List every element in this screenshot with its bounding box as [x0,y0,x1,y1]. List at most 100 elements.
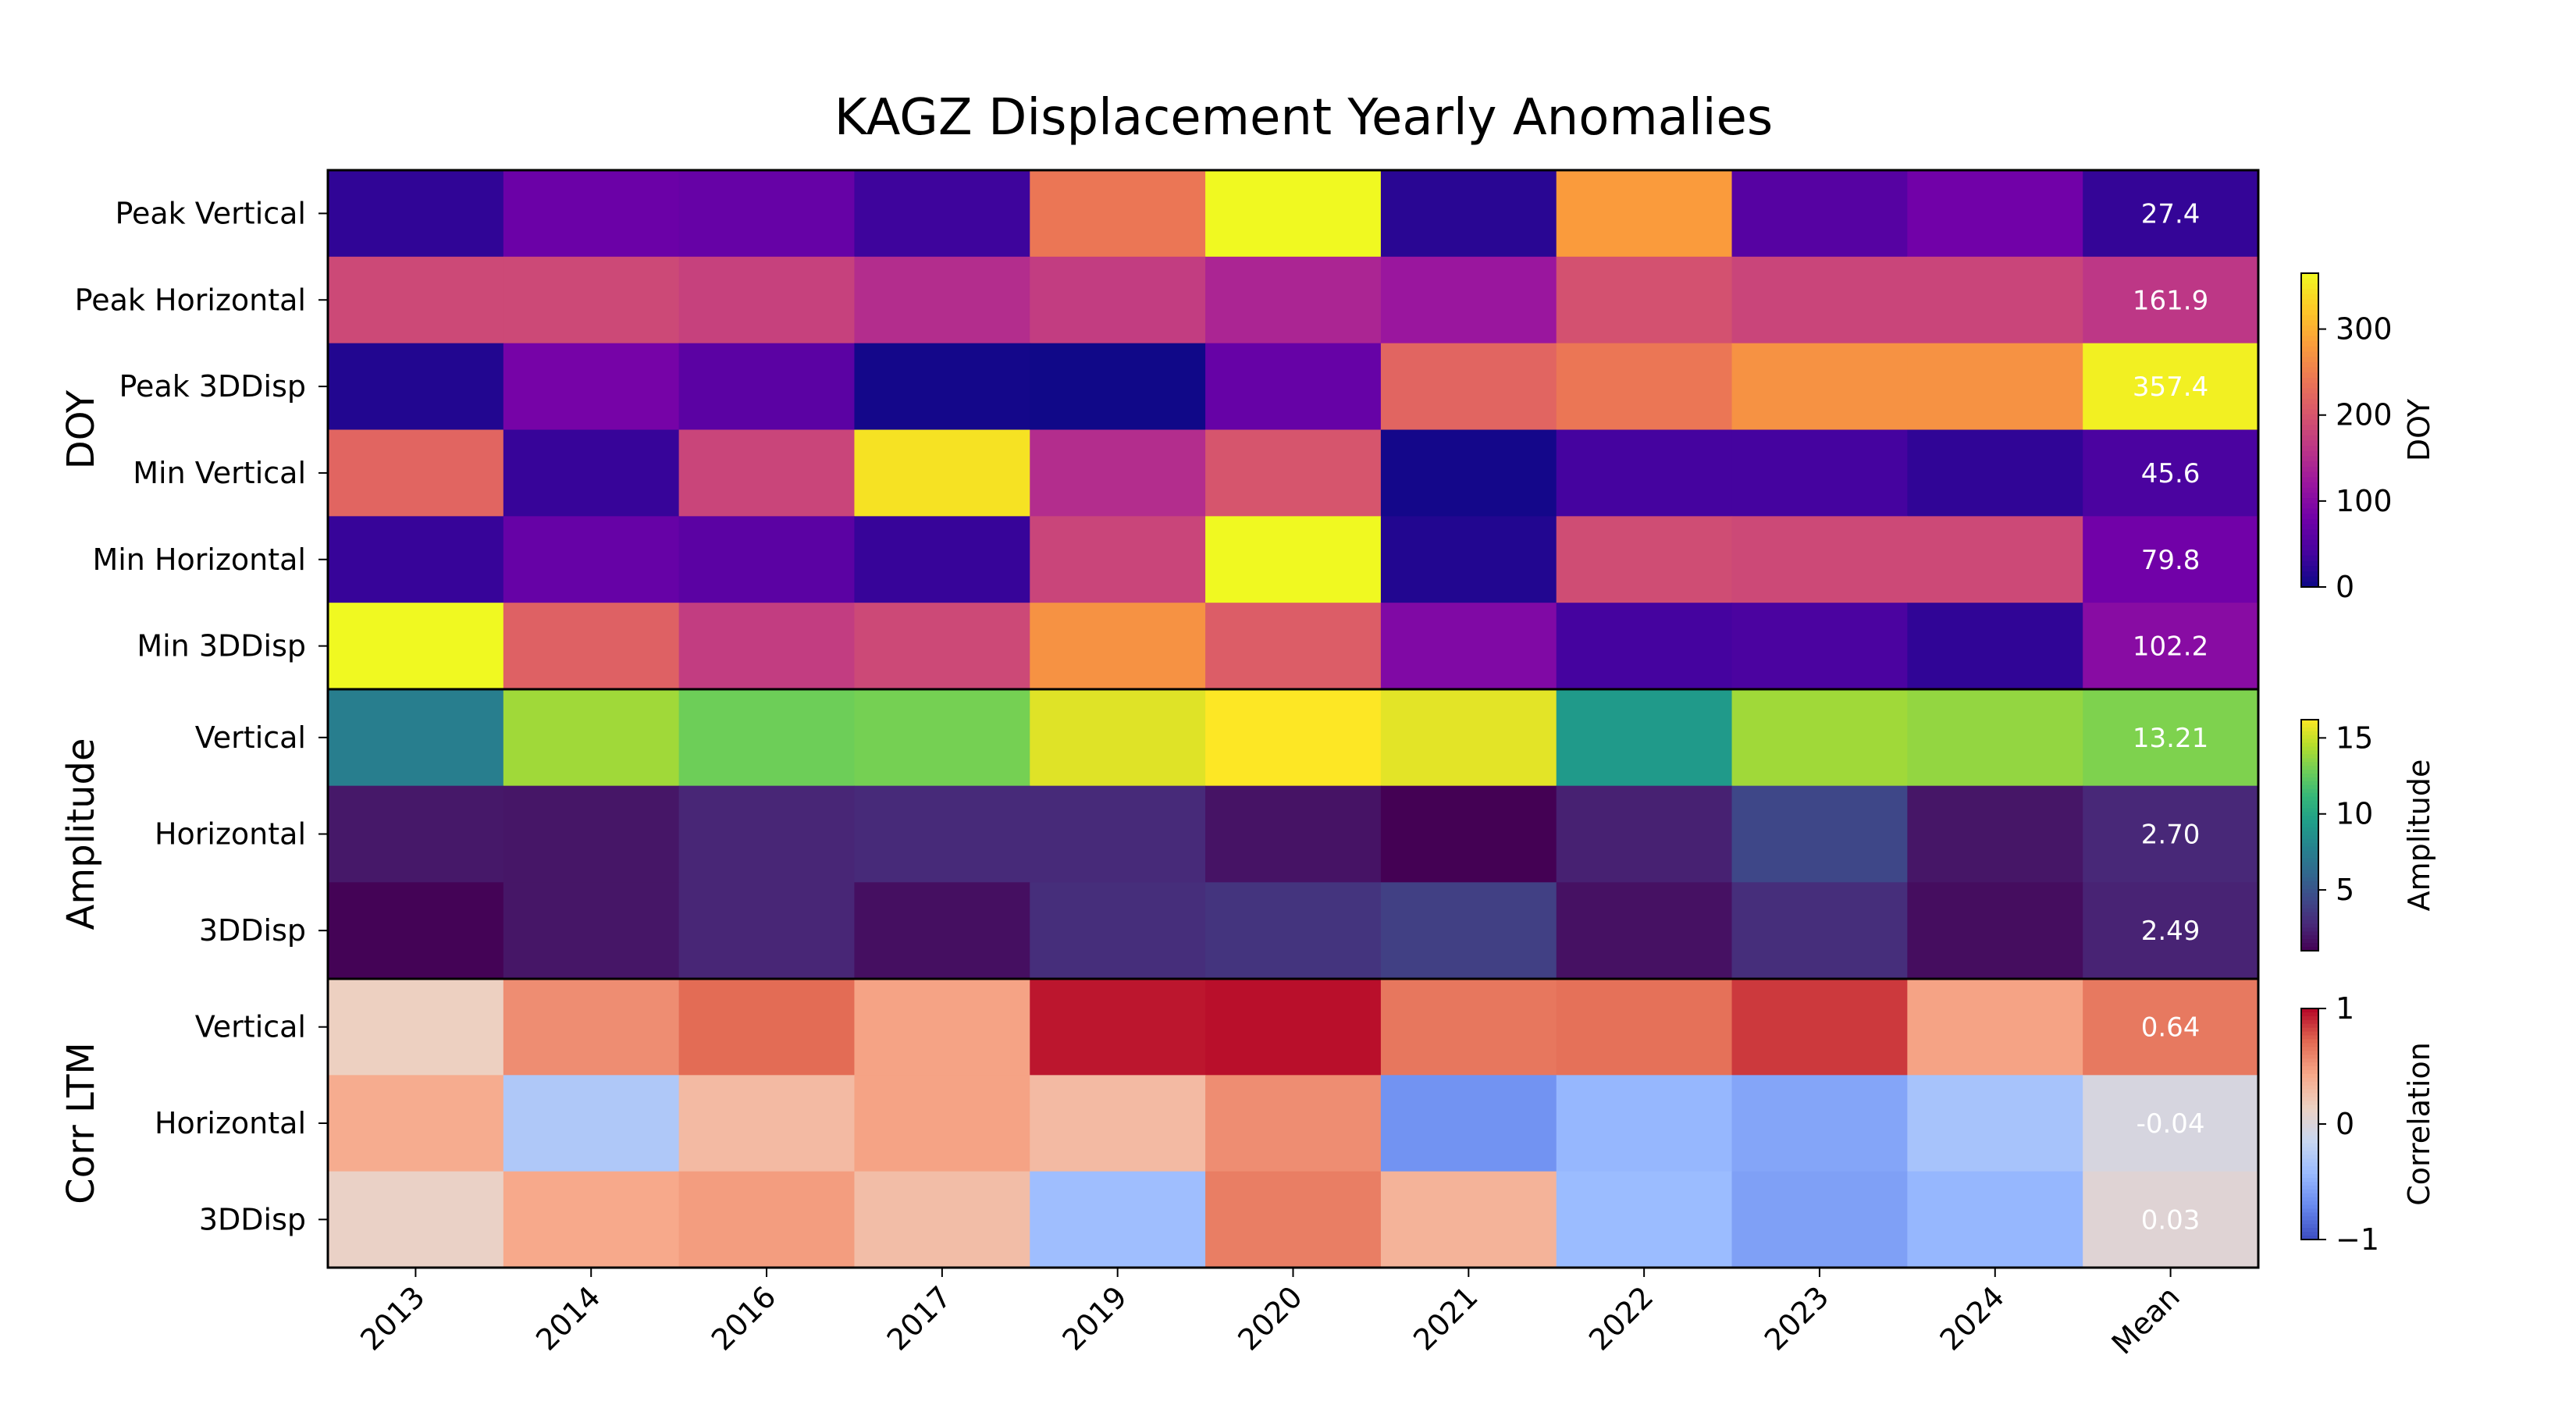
heatmap-cell [503,979,680,1076]
colorbar-segment [2301,1131,2318,1136]
heatmap-cell [1030,516,1206,603]
mean-value-label: 0.64 [2141,1012,2201,1044]
colorbar-segment [2301,877,2318,882]
colorbar-segment [2301,1143,2318,1148]
heatmap-cell [503,170,680,258]
colorbar-segment [2301,582,2318,588]
heatmap-cell [854,343,1030,431]
heatmap-cell [2083,429,2259,517]
colorbar-segment [2301,1224,2318,1229]
heatmap-cell [328,256,504,344]
colorbar-tick-label: 200 [2336,398,2393,432]
colorbar-segment [2301,800,2318,806]
colorbar-segment [2301,336,2318,342]
heatmap-cell [1907,343,2083,431]
colorbar-segment [2301,1166,2318,1171]
heatmap-cell [1030,785,1206,883]
row-label: Vertical [195,720,306,755]
colorbar-tick-label: 10 [2336,797,2373,831]
heatmap-cell [1205,1171,1382,1268]
heatmap-cell [1731,979,1908,1076]
heatmap-cell [1907,1075,2083,1172]
colorbar-segment [2301,881,2318,886]
heatmap-cell [1907,603,2083,690]
colorbar-segment [2301,823,2318,828]
colorbar-tick-label: 0 [2336,570,2354,604]
colorbar-segment [2301,1035,2318,1040]
colorbar-segment [2301,746,2318,752]
heatmap-cell [1380,785,1557,883]
colorbar-segment [2301,1158,2318,1164]
colorbar-segment [2301,466,2318,473]
heatmap-cell [1731,1171,1908,1268]
x-tick-label: 2024 [1934,1279,2012,1357]
colorbar-segment [2301,1019,2318,1025]
panel-ylabel: Corr LTM [59,1042,103,1204]
heatmap-cell [1731,170,1908,258]
heatmap-cell [328,1171,504,1268]
heatmap-cell [1907,979,2083,1076]
colorbar-segment [2301,939,2318,944]
heatmap-cell [1556,979,1733,1076]
colorbar-segment [2301,720,2318,724]
heatmap-cell [503,516,680,603]
colorbar-label: Amplitude [2402,759,2436,912]
colorbar-segment [2301,947,2318,951]
colorbar-segment [2301,912,2318,917]
colorbar-segment [2301,425,2318,431]
colorbar-tick-label: 0 [2336,1107,2354,1141]
colorbar-segment [2301,923,2318,929]
x-tick-label: 2023 [1758,1279,1836,1357]
heatmap-cell [2083,1171,2259,1268]
heatmap-cell [1380,979,1557,1076]
heatmap-cell [1380,1075,1557,1172]
colorbar-segment [2301,518,2318,525]
colorbar-segment [2301,514,2318,520]
mean-value-label: -0.04 [2137,1108,2205,1140]
heatmap-cell [1030,882,1206,980]
colorbar-segment [2301,896,2318,902]
row-label: Vertical [195,1010,306,1044]
colorbar-segment [2301,539,2318,546]
row-label: Peak 3DDisp [119,369,307,404]
heatmap-cell [854,979,1030,1076]
colorbar-segment [2301,904,2318,909]
colorbar-segment [2301,1182,2318,1186]
colorbar-segment [2301,487,2318,494]
colorbar-segment [2301,770,2318,774]
colorbar-segment [2301,361,2318,368]
colorbar-segment [2301,289,2318,295]
colorbar-segment [2301,1069,2318,1075]
colorbar-segment [2301,1058,2318,1063]
heatmap-cell [1731,689,1908,787]
heatmap-cell [1380,516,1557,603]
heatmap-cell [678,882,856,980]
heatmap-cell [1380,603,1557,690]
heatmap-cell [1556,1075,1733,1172]
heatmap-cell [1380,882,1557,980]
colorbar-segment [2301,440,2318,446]
colorbar-tick-label: 100 [2336,484,2393,518]
heatmap-cell [1556,603,1733,690]
colorbar-tick-label: −1 [2336,1222,2379,1257]
colorbar-segment [2301,1212,2318,1218]
colorbar-frame [2300,272,2319,588]
colorbar-segment [2301,838,2318,844]
colorbar-segment [2301,450,2318,457]
colorbar-segment [2301,812,2318,817]
colorbar-segment [2301,1016,2318,1021]
colorbar-segment [2301,1185,2318,1190]
colorbar-segment [2301,943,2318,948]
colorbar-segment [2301,842,2318,848]
colorbar-segment [2301,908,2318,913]
colorbar-segment [2301,1051,2318,1055]
colorbar-segment [2301,1081,2318,1087]
heatmap-cell [2083,1075,2259,1172]
colorbar-segment [2301,750,2318,756]
colorbar-segment [2301,315,2318,322]
colorbar-segment [2301,816,2318,821]
colorbar-segment [2301,1151,2318,1156]
heatmap-cell [503,256,680,344]
mean-value-label: 27.4 [2141,198,2201,229]
colorbar-tick-label: 15 [2336,720,2373,755]
